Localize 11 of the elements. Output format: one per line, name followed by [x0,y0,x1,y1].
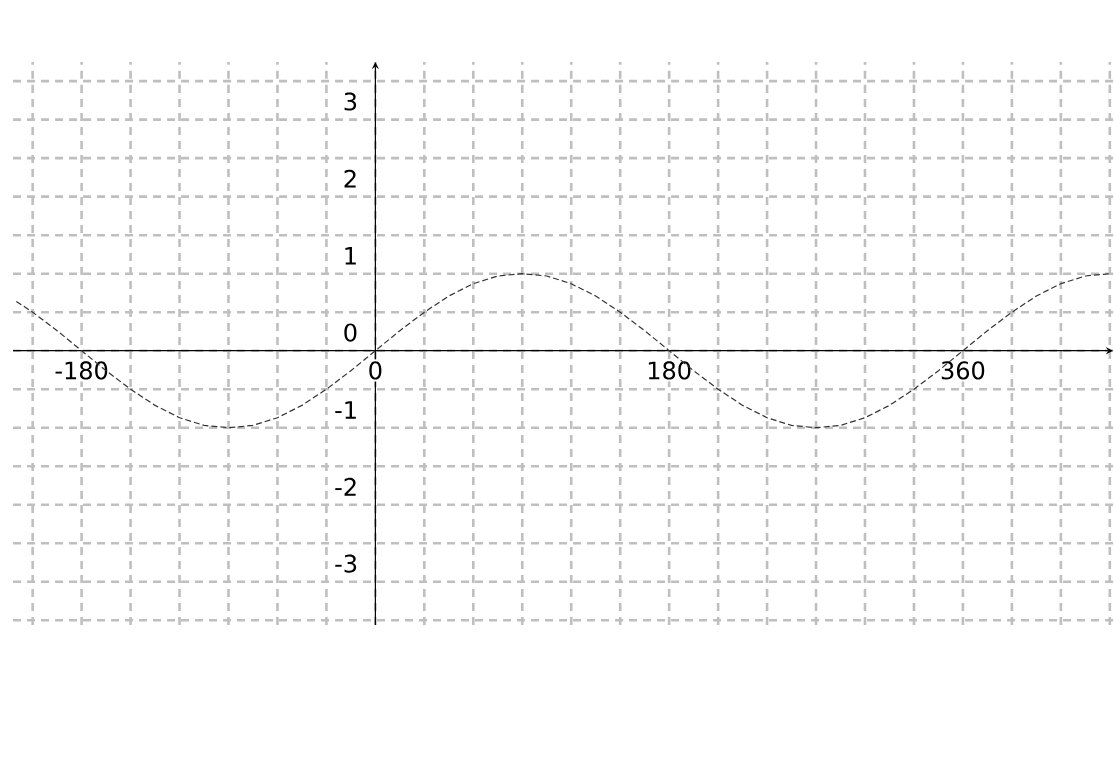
y-tick-label: -1 [335,401,356,419]
y-tick-label: 2 [344,169,356,188]
x-tick-label: -180 [55,361,108,380]
y-tick-label: -3 [335,554,357,573]
x-tick-label: 180 [648,361,691,380]
y-tick-label: 3 [344,92,357,111]
y-tick-label: -2 [335,477,356,496]
y-tick-label: 0 [344,323,357,342]
y-tick-label: 1 [345,247,356,265]
x-tick-label: 0 [369,361,382,380]
x-tick-label: 360 [941,361,985,380]
